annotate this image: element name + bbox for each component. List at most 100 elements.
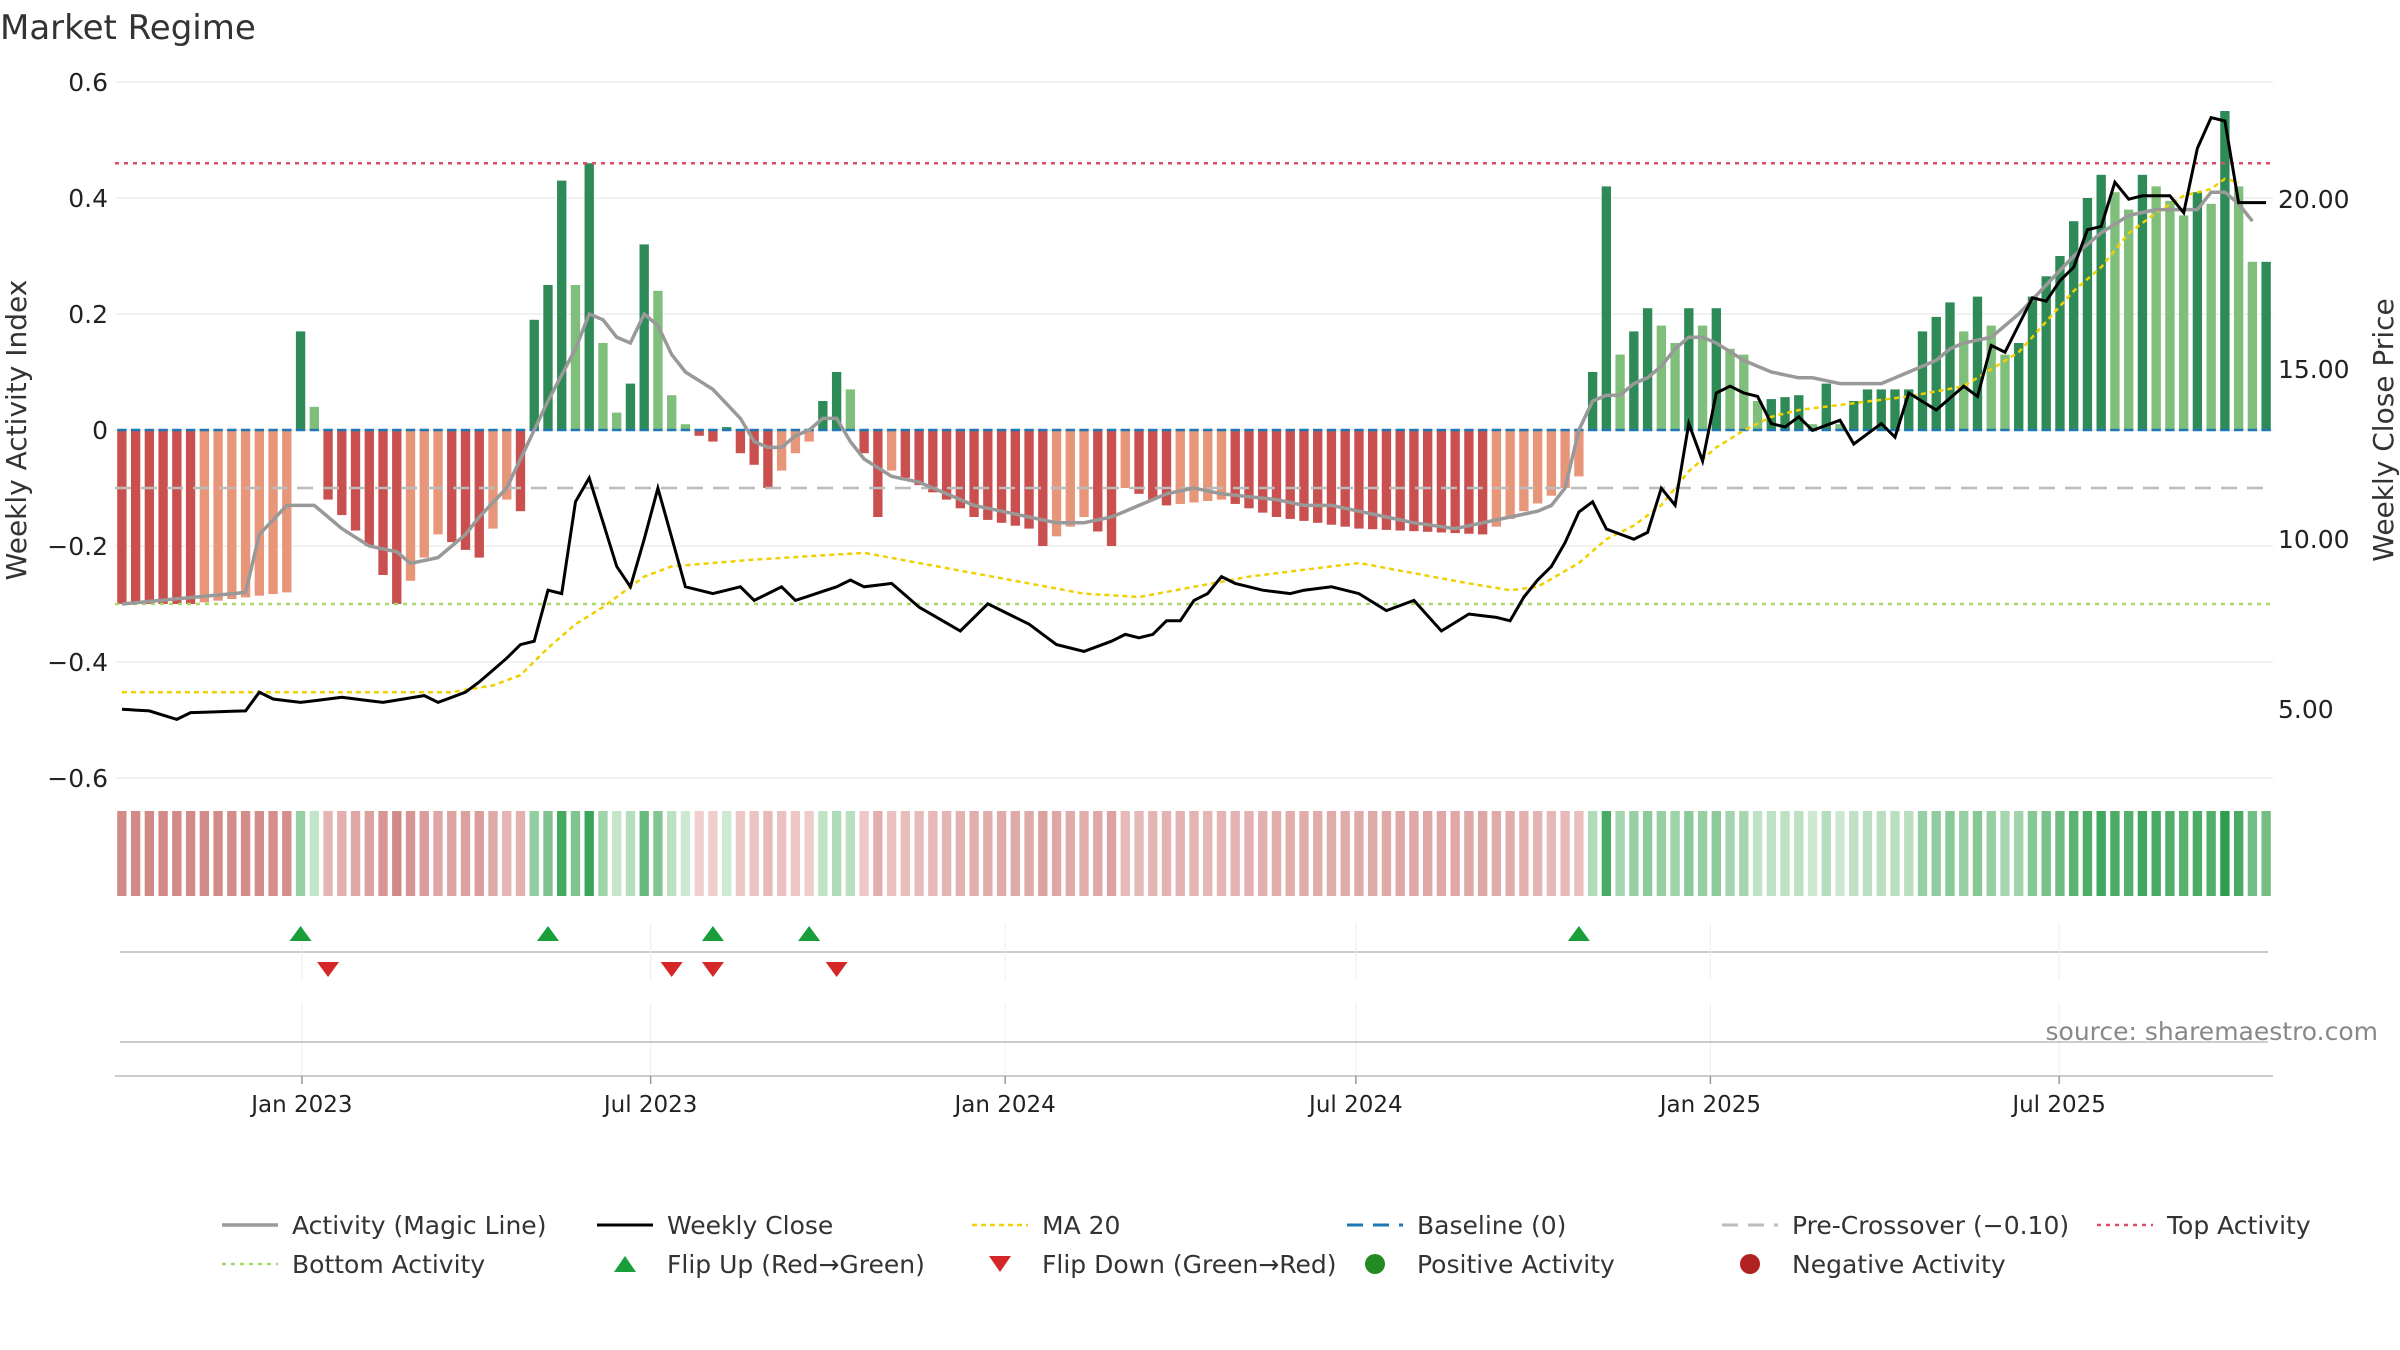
heat-strip-cell [1890,811,1900,896]
heat-strip-cell [1986,811,1996,896]
activity-bar [612,412,622,430]
heat-strip-cell [612,811,622,896]
activity-bar [1876,389,1886,430]
x-tick-label: Jul 2023 [602,1092,698,1118]
heat-strip-cell [1945,811,1955,896]
heat-strip-cell [859,811,869,896]
heat-strip-cell [1587,811,1598,896]
activity-bar [1862,389,1873,430]
legend-label: Negative Activity [1792,1250,2006,1279]
heat-strip-cell [1093,811,1103,896]
activity-bar [845,389,856,430]
heat-strip-cell [584,811,594,896]
activity-bar [1780,397,1790,430]
activity-bar [1972,296,1983,430]
x-tick-label: Jan 2024 [953,1092,1056,1118]
flip-up-marker [536,926,559,941]
activity-bar [1010,430,1020,526]
legend-item-baseline: Baseline (0) [1347,1211,1566,1240]
flip-down-marker [317,962,340,977]
activity-bar [1299,430,1309,521]
heat-strip-cell [2165,811,2175,896]
heat-strip-cell [1876,811,1886,896]
activity-bar [667,395,677,430]
activity-bar [282,430,292,593]
legend-swatch [989,1256,1011,1272]
heat-strip-cell [172,811,182,896]
heat-strip-cell [460,811,471,896]
heat-strip-cell [1656,811,1667,896]
activity-bar [928,430,938,493]
heat-strip-cell [227,811,237,896]
activity-bar [1230,430,1240,504]
heat-strip-cell [1271,811,1282,896]
heat-strip-cell [2082,811,2093,896]
heat-strip-cell [763,811,773,896]
heat-strip-cell [1532,811,1543,896]
y-right-tick-label: 10.00 [2278,525,2350,554]
heat-strip-cell [502,811,512,896]
activity-bar [1175,430,1185,504]
heat-strip-cell [1477,811,1488,896]
activity-bar [776,430,787,471]
heat-strip-cell [996,811,1007,896]
heat-strip-cell [1065,811,1075,896]
heat-strip-cell [1244,811,1254,896]
heat-strip-cell [1450,811,1460,896]
heat-strip-cell [419,811,429,896]
activity-bar [474,430,484,558]
activity-bar [708,430,718,442]
heat-strip-cell [1230,811,1240,896]
activity-bar [447,430,457,543]
heat-strip-cell [2110,811,2120,896]
heat-strip-cell [433,811,443,896]
activity-bar [1519,430,1529,512]
heat-strip-cell [1038,811,1048,896]
y-right-tick-label: 5.00 [2278,695,2334,724]
activity-bar [763,430,773,488]
heat-strip-cell [378,811,388,896]
heat-strip-cell [1862,811,1873,896]
heat-strip-cell [2137,811,2148,896]
y-left-tick-label: 0 [92,416,108,445]
heat-strip-cell [529,811,539,896]
activity-bar [419,430,429,558]
heat-strip-cell [1120,811,1130,896]
activity-bar [378,430,388,575]
heat-strip-cell [1615,811,1625,896]
activity-bar [749,430,759,465]
flip-up-marker [1567,926,1590,941]
activity-bar [268,430,278,595]
heat-strip-cell [1546,811,1557,896]
activity-bar [1917,331,1928,430]
activity-bar [1395,430,1405,531]
flip-up-marker [798,926,821,941]
heat-strip-cell [667,811,677,896]
activity-bar [2027,296,2038,430]
y-left-tick-label: −0.4 [47,648,108,677]
legend-label: Flip Up (Red→Green) [667,1250,925,1279]
activity-bar [1051,430,1062,537]
activity-bar [1890,389,1900,430]
activity-bar [1684,308,1694,430]
heat-strip-cell [1491,811,1502,896]
heat-strip-cell [708,811,718,896]
activity-bar [1904,389,1914,430]
activity-bar [1189,430,1199,503]
heat-strip-cell [1684,811,1694,896]
x-tick-label: Jan 2025 [1658,1092,1761,1118]
heat-strip-cell [254,811,264,896]
legend-item-precross: Pre-Crossover (−0.10) [1722,1211,2069,1240]
heat-strip-cell [1835,811,1845,896]
legend-label: Positive Activity [1417,1250,1615,1279]
activity-bar [2220,111,2230,430]
heat-strip-cell [240,811,251,896]
heat-strip-cell [1313,811,1323,896]
heat-strip-cell [1780,811,1790,896]
activity-bar [2000,354,2010,430]
heat-strip-cell [1972,811,1983,896]
heat-strip-cell [1794,811,1804,896]
activity-bar [543,285,553,430]
activity-bar [2137,174,2148,430]
legend-label: Activity (Magic Line) [292,1211,546,1240]
